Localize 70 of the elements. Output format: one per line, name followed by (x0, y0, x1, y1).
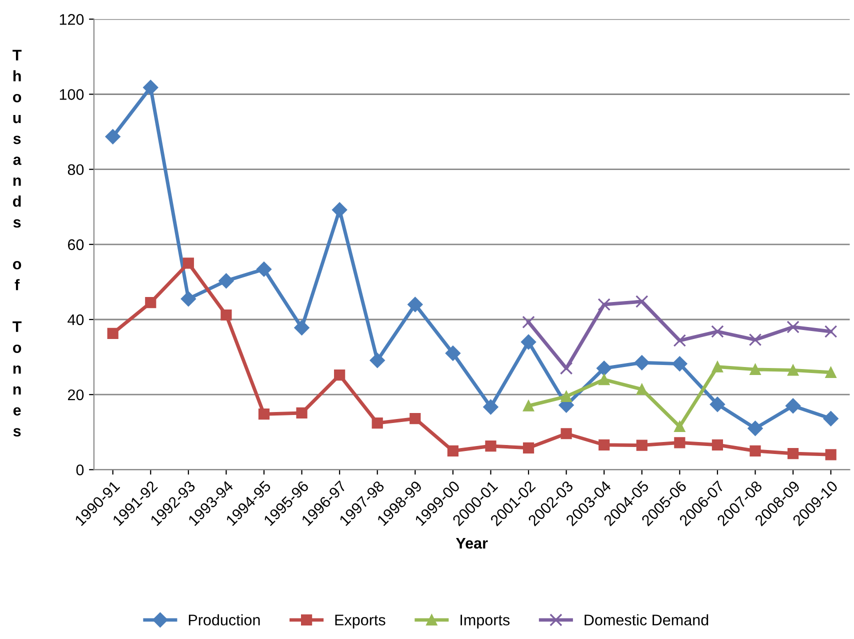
point (445, 346, 461, 361)
y-tick-label: 120 (60, 14, 84, 25)
point (825, 449, 836, 460)
point (332, 202, 348, 218)
point (674, 437, 686, 448)
point (372, 418, 383, 429)
point (218, 273, 234, 288)
y-tick-label: 0 (76, 464, 84, 476)
point (598, 439, 610, 450)
y-tick-label: 60 (68, 239, 84, 250)
point (296, 407, 308, 419)
point (711, 325, 724, 338)
point (672, 356, 688, 372)
point (520, 334, 536, 350)
point (145, 297, 156, 308)
point (674, 420, 686, 432)
point (522, 316, 535, 329)
legend-label: Production (188, 614, 260, 626)
point (787, 448, 799, 460)
point (410, 413, 421, 424)
point (180, 291, 196, 306)
y-tick-label: 80 (68, 164, 84, 176)
point (634, 355, 650, 370)
legend-label: Imports (460, 614, 510, 628)
point (105, 129, 120, 144)
point (786, 320, 800, 334)
point (636, 440, 648, 451)
point (220, 309, 232, 321)
point (598, 374, 610, 386)
point (294, 320, 310, 336)
point (182, 258, 194, 269)
point (256, 262, 272, 277)
point (560, 428, 572, 440)
point (143, 80, 158, 96)
point (408, 296, 423, 312)
point (485, 440, 496, 452)
y-tick-label: 40 (68, 314, 84, 326)
point (635, 295, 648, 308)
point (712, 439, 724, 450)
point (787, 364, 799, 376)
x-axis-title: Year (456, 538, 488, 549)
point (748, 333, 762, 346)
point (785, 398, 801, 414)
point (370, 352, 385, 368)
point (710, 396, 726, 412)
point (560, 362, 573, 375)
point (824, 325, 838, 338)
point (825, 366, 836, 378)
point (596, 360, 612, 376)
point (522, 442, 534, 454)
point (560, 390, 572, 402)
point (258, 408, 270, 420)
point (598, 298, 610, 311)
point (447, 445, 458, 456)
y-tick-label: 20 (68, 389, 84, 400)
point (750, 445, 761, 456)
point (712, 361, 724, 372)
point (522, 400, 534, 412)
legend-label: Domestic Demand (584, 614, 708, 626)
point (483, 399, 498, 415)
point (750, 364, 761, 375)
point (673, 334, 686, 347)
y-tick-label: 100 (60, 89, 84, 100)
point (334, 370, 346, 381)
point (636, 384, 648, 395)
point (748, 420, 763, 436)
legend-label: Exports (335, 614, 386, 628)
point (823, 411, 838, 426)
text: Thousands of Tonnes (12, 50, 22, 436)
point (107, 328, 118, 339)
